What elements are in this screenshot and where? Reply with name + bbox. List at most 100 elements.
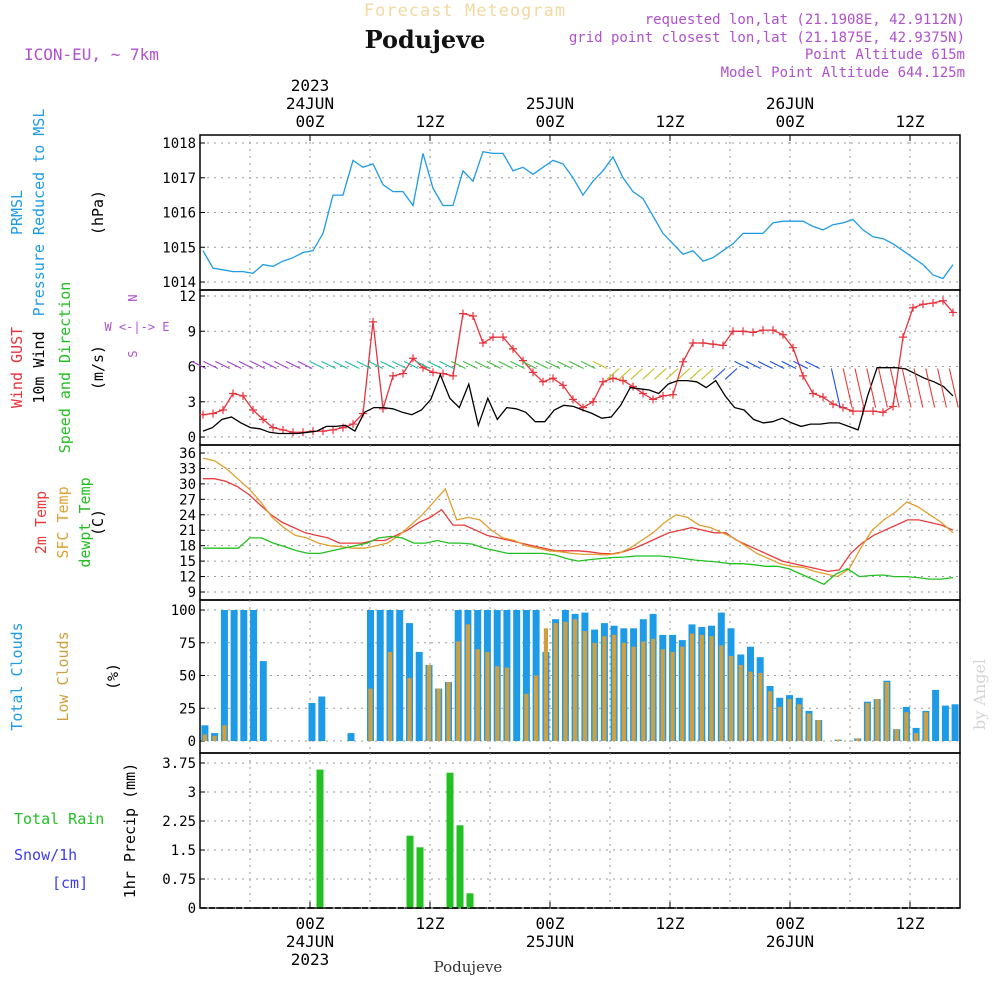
side-label: dewpt Temp (76, 477, 94, 567)
unit-label: (%) (104, 663, 122, 690)
wind-direction-arrow (510, 360, 525, 369)
bottom-time-label: 00Z (296, 914, 325, 933)
y-tick-label: 1018 (162, 136, 196, 152)
wind-direction-arrow (734, 360, 750, 369)
wind-direction-arrow (618, 368, 632, 380)
low-cloud-bar (573, 619, 578, 741)
total-cloud-bar (415, 651, 423, 741)
wind-direction-arrow (533, 360, 549, 369)
gust-point (209, 409, 217, 418)
low-cloud-bar (699, 634, 704, 741)
wind-direction-arrow (901, 368, 912, 408)
gust-point (519, 356, 527, 365)
bottom-time-label: 26JUN (766, 932, 814, 951)
wind-direction-arrow (606, 368, 620, 380)
total-cloud-bar (240, 610, 248, 741)
compass-south: S (126, 350, 140, 357)
total-cloud-bar (367, 610, 374, 741)
gust-point (449, 371, 457, 380)
low-cloud-bar (543, 628, 548, 741)
low-cloud-bar (504, 667, 509, 741)
low-cloud-bar (689, 633, 695, 741)
rain-bar (466, 893, 474, 908)
y-tick-label: 25 (179, 701, 196, 717)
total-cloud-bar (220, 610, 228, 741)
panel-wind: 0 3 6 9 12 N W <-|-> E S Wind GUST 10m Wind Speed … (8, 282, 961, 453)
gust-point (679, 357, 687, 366)
wind-direction-arrow (427, 360, 443, 369)
low-cloud-bar (787, 699, 792, 741)
wind-direction-arrow (805, 360, 820, 369)
gust-point (779, 330, 787, 339)
y-tick-label: 21 (179, 523, 196, 539)
gust-point (369, 317, 377, 326)
grid-coords: grid point closest lon,lat (21.1875E, 42… (569, 30, 965, 46)
low-cloud-bar (465, 624, 470, 741)
gust-point (789, 343, 797, 352)
low-cloud-bar (738, 665, 743, 741)
low-cloud-bar (446, 682, 451, 741)
low-cloud-bar (407, 678, 412, 741)
wind-direction-arrow (654, 368, 667, 380)
top-time-label: 00Z (296, 112, 325, 131)
wind-direction-arrow (769, 360, 785, 369)
unit-label: (C) (89, 509, 107, 536)
bottom-time-label: 12Z (656, 914, 685, 933)
gust-point (529, 368, 537, 377)
top-time-label: 12Z (656, 112, 685, 131)
panel-frame (199, 289, 961, 446)
low-cloud-bar (865, 703, 870, 741)
gust-point (399, 369, 407, 378)
low-cloud-bar (222, 725, 227, 741)
side-label: Pressure Reduced to MSL (30, 109, 48, 317)
gust-point (409, 354, 417, 363)
series-10m-wind (202, 367, 954, 435)
gust-point (949, 308, 957, 317)
series-prmsl (202, 150, 954, 280)
panel-frame (199, 752, 961, 909)
low-cloud-bar (709, 636, 714, 741)
low-cloud-bar (651, 638, 656, 741)
gust-point (909, 303, 917, 312)
gust-point (289, 428, 297, 437)
gust-point (569, 395, 577, 404)
wind-direction-arrow (878, 368, 888, 408)
unit-label: (hPa) (89, 190, 107, 235)
wind-direction-arrow (403, 360, 419, 369)
y-tick-label: 3.75 (162, 756, 196, 772)
panels-layer: 1014 1015 1016 1017 1018 PRMSL Pressure Reduce… (8, 109, 961, 917)
gust-point (669, 390, 677, 399)
side-label: Total Clouds (8, 622, 26, 730)
y-tick-label: 33 (179, 461, 196, 477)
gust-point (699, 339, 707, 347)
total-cloud-bar (230, 610, 238, 741)
wind-direction-arrow (937, 368, 947, 408)
y-tick-label: 0 (188, 734, 196, 750)
gust-point (229, 389, 237, 398)
total-cloud-bar (318, 696, 326, 741)
gust-point (489, 333, 497, 342)
y-tick-label: 12 (179, 289, 196, 305)
label-total-rain: Total Rain (14, 810, 104, 828)
y-tick-label: 6 (188, 360, 196, 376)
gust-point (509, 344, 517, 353)
y-tick-label: 9 (188, 324, 196, 340)
top-time-label: 00Z (536, 112, 565, 131)
wind-direction-arrow (701, 368, 714, 380)
wind-direction-arrow (226, 360, 242, 369)
y-tick-label: 1016 (162, 206, 196, 222)
wind-direction-arrow (889, 368, 900, 408)
wind-direction-arrow (498, 360, 514, 369)
gust-point (259, 415, 267, 424)
total-cloud-bar (347, 733, 355, 741)
gust-point (899, 333, 907, 342)
gust-point (919, 300, 927, 309)
wind-direction-arrow (925, 368, 936, 408)
gust-point (589, 397, 597, 406)
gust-point (389, 371, 397, 380)
top-time-label: 25JUN (526, 94, 574, 113)
gust-point (429, 368, 437, 377)
gust-point (929, 299, 937, 308)
wind-direction-arrow (913, 368, 924, 408)
